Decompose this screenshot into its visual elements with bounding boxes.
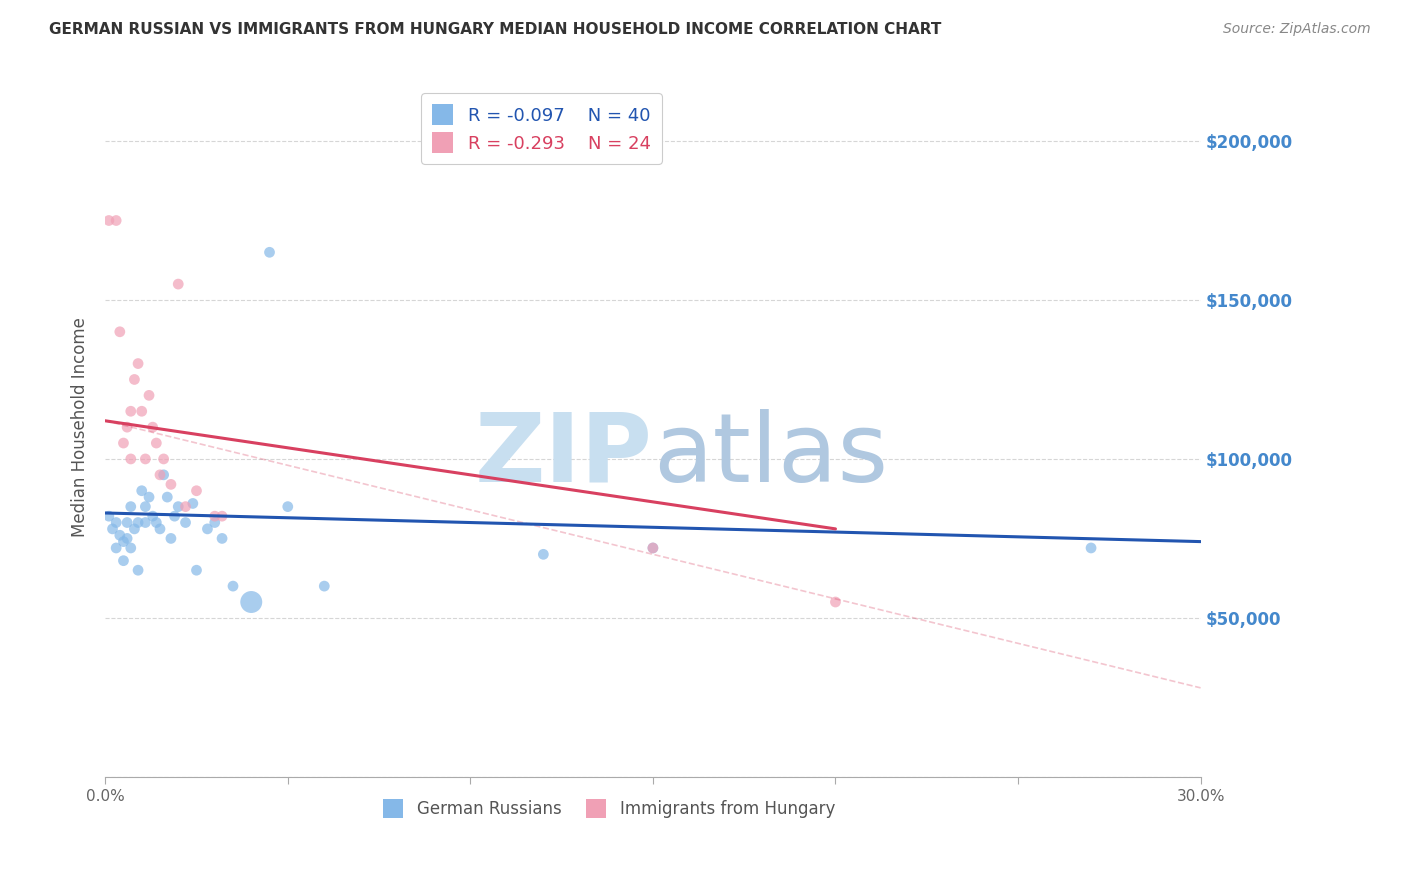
Point	[105, 541, 128, 555]
Point	[142, 509, 165, 524]
Text: GERMAN RUSSIAN VS IMMIGRANTS FROM HUNGARY MEDIAN HOUSEHOLD INCOME CORRELATION CH: GERMAN RUSSIAN VS IMMIGRANTS FROM HUNGAR…	[49, 22, 942, 37]
Point	[197, 522, 219, 536]
Text: Source: ZipAtlas.com: Source: ZipAtlas.com	[1223, 22, 1371, 37]
Point	[134, 516, 156, 530]
Point	[149, 467, 172, 482]
Point	[134, 452, 156, 467]
Point	[181, 496, 204, 510]
Point	[174, 516, 197, 530]
Point	[174, 500, 197, 514]
Point	[105, 213, 128, 227]
Point	[824, 595, 846, 609]
Point	[145, 516, 167, 530]
Point	[120, 500, 142, 514]
Point	[277, 500, 299, 514]
Point	[97, 509, 120, 524]
Point	[120, 541, 142, 555]
Point	[641, 541, 664, 555]
Point	[149, 522, 172, 536]
Point	[108, 325, 131, 339]
Legend: German Russians, Immigrants from Hungary: German Russians, Immigrants from Hungary	[377, 792, 842, 824]
Point	[138, 388, 160, 402]
Point	[115, 532, 138, 546]
Point	[108, 528, 131, 542]
Point	[127, 357, 149, 371]
Y-axis label: Median Household Income: Median Household Income	[72, 318, 89, 537]
Point	[167, 277, 190, 291]
Point	[156, 490, 179, 504]
Point	[204, 516, 226, 530]
Point	[112, 534, 135, 549]
Point	[101, 522, 124, 536]
Point	[115, 516, 138, 530]
Point	[204, 509, 226, 524]
Point	[124, 522, 146, 536]
Point	[152, 467, 174, 482]
Point	[142, 420, 165, 434]
Point	[124, 372, 146, 386]
Point	[240, 595, 263, 609]
Point	[186, 483, 208, 498]
Point	[112, 554, 135, 568]
Point	[160, 477, 183, 491]
Point	[152, 452, 174, 467]
Point	[314, 579, 336, 593]
Point	[138, 490, 160, 504]
Point	[186, 563, 208, 577]
Text: atlas: atlas	[652, 409, 889, 501]
Point	[115, 420, 138, 434]
Point	[641, 541, 664, 555]
Point	[134, 500, 156, 514]
Point	[211, 532, 233, 546]
Point	[105, 516, 128, 530]
Point	[97, 213, 120, 227]
Point	[1080, 541, 1102, 555]
Point	[112, 436, 135, 450]
Point	[211, 509, 233, 524]
Point	[131, 404, 153, 418]
Point	[531, 547, 554, 561]
Text: ZIP: ZIP	[475, 409, 652, 501]
Point	[259, 245, 281, 260]
Point	[163, 509, 186, 524]
Point	[120, 404, 142, 418]
Point	[160, 532, 183, 546]
Point	[127, 563, 149, 577]
Point	[131, 483, 153, 498]
Point	[167, 500, 190, 514]
Point	[120, 452, 142, 467]
Point	[222, 579, 245, 593]
Point	[145, 436, 167, 450]
Point	[127, 516, 149, 530]
